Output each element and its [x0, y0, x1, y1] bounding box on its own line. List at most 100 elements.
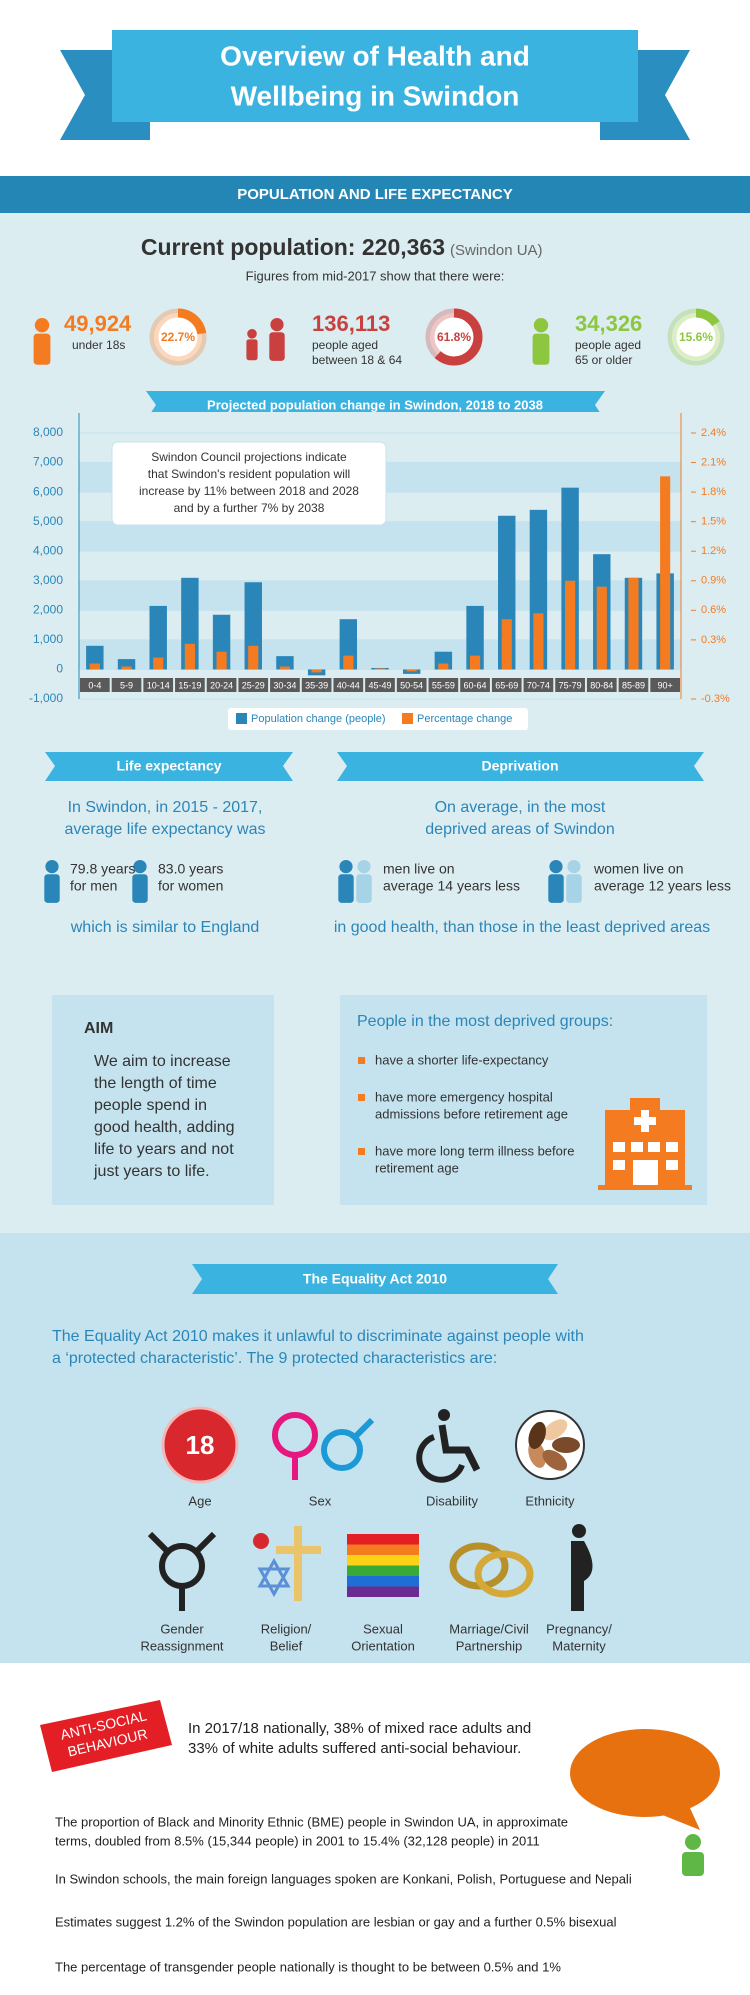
aim-text: just years to life.	[93, 1163, 210, 1180]
flag-stripe	[347, 1534, 419, 1545]
religion-icon	[253, 1533, 269, 1549]
intro: The Equality Act 2010 makes it unlawful …	[52, 1328, 584, 1345]
x-tick-label: 75-79	[559, 680, 582, 690]
bar	[248, 645, 259, 670]
legend-swatch	[236, 713, 247, 724]
person-icon	[682, 1834, 704, 1876]
x-tick-label: 15-19	[178, 680, 201, 690]
category-box	[238, 678, 269, 692]
flag-stripe	[347, 1555, 419, 1566]
bar	[279, 666, 291, 670]
count: 49,924	[64, 311, 132, 336]
grid-band	[79, 580, 681, 611]
characteristic-label: Maternity	[552, 1638, 606, 1653]
ring-icon	[474, 1550, 534, 1598]
category-box	[396, 678, 427, 692]
category-box	[586, 678, 617, 692]
gender-icon	[193, 1531, 217, 1555]
donut-arc	[425, 308, 483, 366]
list-item: admissions before retirement age	[375, 1106, 568, 1121]
bar	[501, 619, 512, 670]
x-tick-label: 40-44	[337, 680, 360, 690]
heading: Life expectancy	[116, 758, 221, 774]
y2-tick-label: 2.1%	[701, 456, 726, 468]
bar	[660, 476, 671, 670]
pregnancy-icon	[571, 1541, 593, 1611]
person-icon	[33, 333, 51, 365]
characteristic-label: Age	[188, 1493, 211, 1508]
characteristic-label: Religion/	[261, 1621, 312, 1636]
y-tick-label: 5,000	[33, 514, 63, 528]
person-icon	[339, 860, 353, 874]
y-tick-label: -1,000	[29, 691, 63, 705]
group-label: 65 or older	[575, 353, 632, 367]
bar	[533, 613, 544, 670]
category-box	[270, 678, 300, 692]
y-tick-label: 2,000	[33, 603, 63, 617]
characteristic-label: Gender	[160, 1621, 204, 1636]
intro: average life expectancy was	[65, 821, 266, 838]
list-item: have a shorter life-expectancy	[375, 1052, 549, 1067]
y-tick-label: 7,000	[33, 455, 63, 469]
bullet	[358, 1057, 365, 1064]
bar	[469, 655, 481, 670]
stat: women live on	[593, 861, 684, 877]
person-icon	[338, 874, 354, 903]
y2-tick-label: 1.5%	[701, 516, 726, 528]
share-label: 15.6%	[679, 330, 713, 344]
stat: average 12 years less	[594, 878, 731, 894]
equality-bg	[0, 1233, 750, 1663]
flag-stripe	[347, 1576, 419, 1587]
characteristic-label: Sexual	[363, 1621, 403, 1636]
current-population: Current population: 220,363	[141, 234, 445, 260]
category-box	[460, 678, 490, 692]
y-tick-label: 3,000	[33, 573, 63, 587]
share-label: 61.8%	[437, 330, 471, 344]
characteristic-label: Sex	[309, 1493, 332, 1508]
religion-icon	[257, 1567, 291, 1598]
bar	[276, 656, 294, 670]
x-tick-label: 5-9	[120, 680, 133, 690]
x-tick-label: 60-64	[464, 680, 487, 690]
bar	[311, 669, 322, 673]
bar	[216, 651, 227, 670]
x-tick-label: 80-84	[590, 680, 613, 690]
aim-text: the length of time	[94, 1075, 217, 1092]
stat: average 14 years less	[383, 878, 520, 894]
person-icon	[356, 874, 372, 903]
y2-tick-label: -0.3%	[701, 693, 730, 705]
stat: men live on	[383, 861, 455, 877]
aim-heading: AIM	[84, 1020, 113, 1037]
ethnicity-icon	[528, 1421, 546, 1449]
antisocial-text: In 2017/18 nationally, 38% of mixed race…	[188, 1720, 531, 1737]
note: which is similar to England	[70, 919, 260, 936]
intro: a ‘protected characteristic’. The 9 prot…	[52, 1350, 497, 1367]
y2-tick-label: 1.2%	[701, 545, 726, 557]
x-tick-label: 35-39	[305, 680, 328, 690]
aim-text: good health, adding	[94, 1119, 235, 1136]
title: Wellbeing in Swindon	[231, 80, 520, 111]
person-icon	[44, 874, 60, 903]
grid-band	[79, 521, 681, 552]
groups-heading: People in the most deprived groups:	[357, 1013, 613, 1030]
x-tick-label: 55-59	[432, 680, 455, 690]
note: in good health, than those in the least …	[334, 919, 710, 936]
characteristic-label: Partnership	[456, 1638, 522, 1653]
intro: deprived areas of Swindon	[425, 821, 614, 838]
sex-icon	[321, 1429, 363, 1471]
flag-stripe	[347, 1565, 419, 1576]
stat: for men	[70, 878, 117, 894]
section-bar	[0, 176, 750, 213]
bar	[438, 663, 449, 670]
legend-label: Population change (people)	[251, 713, 386, 725]
flag-stripe	[347, 1544, 419, 1555]
x-tick-label: 45-49	[368, 680, 391, 690]
bar	[374, 668, 386, 670]
ribbon	[112, 30, 638, 122]
x-tick-label: 65-69	[495, 680, 518, 690]
y-tick-label: 0	[56, 662, 63, 676]
banner	[337, 752, 704, 781]
age-icon-text: 18	[186, 1430, 215, 1460]
person-icon	[133, 860, 147, 874]
flag-stripe	[347, 1586, 419, 1597]
